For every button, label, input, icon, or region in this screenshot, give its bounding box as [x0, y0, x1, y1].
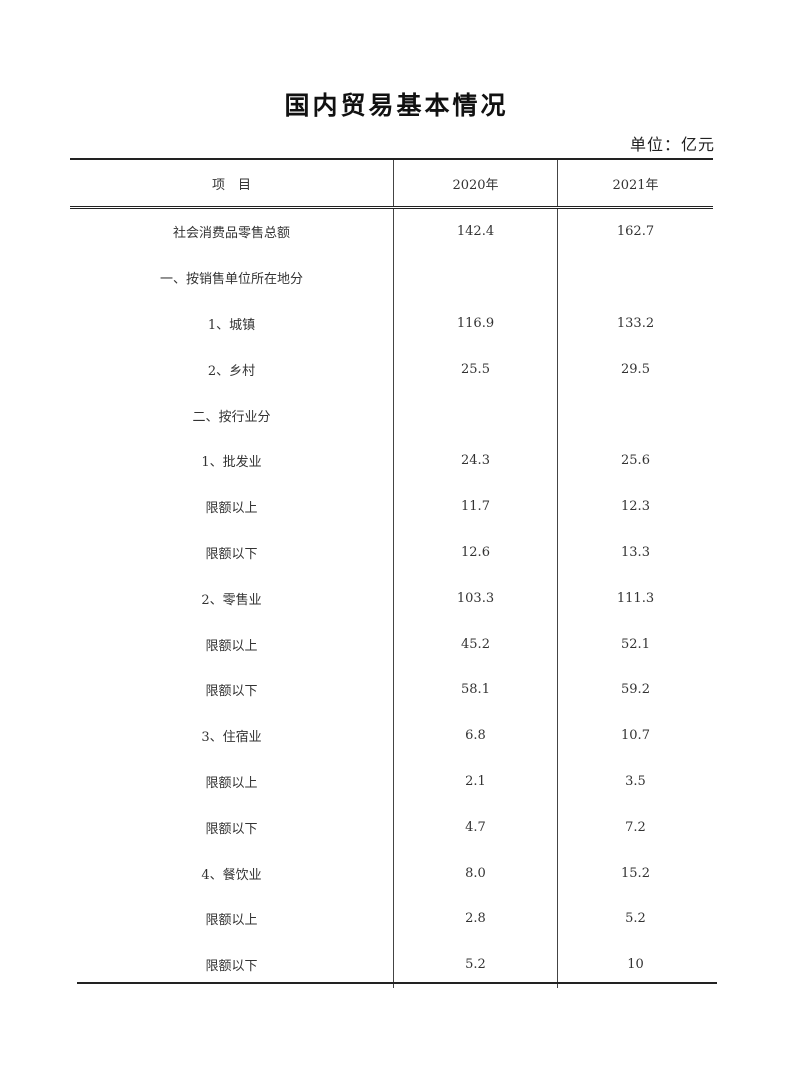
cell-value-2021: 10 — [557, 941, 713, 988]
table-row: 1、城镇 116.9 133.2 — [70, 300, 713, 347]
unit-label: 单位：亿元 — [629, 135, 715, 154]
trade-table: 项 目 2020年 2021年 社会消费品零售总额 142.4 162.7 一、按销售… — [70, 158, 713, 988]
cell-item: 2、乡村 — [207, 363, 256, 379]
cell-item: 限额以上 — [205, 638, 258, 654]
cell-value-2020: 12.6 — [393, 529, 558, 576]
table-row: 4、餐饮业 8.0 15.2 — [70, 850, 713, 896]
cell-value-2020: 116.9 — [393, 300, 558, 347]
cell-item: 4、餐饮业 — [201, 867, 262, 883]
cell-value-2021: 7.2 — [557, 804, 713, 851]
cell-value-2021: 25.6 — [557, 437, 713, 484]
header-2021: 2021年 — [557, 158, 713, 209]
table-row: 限额以下 5.2 10 — [70, 941, 713, 988]
cell-item: 限额以下 — [205, 959, 258, 975]
cell-value-2021: 15.2 — [557, 850, 713, 896]
cell-value-2020: 45.2 — [393, 621, 558, 667]
cell-value-2020: 24.3 — [393, 437, 558, 484]
table-row: 限额以上 2.8 5.2 — [70, 895, 713, 942]
cell-item: 社会消费品零售总额 — [172, 226, 290, 242]
cell-value-2020: 58.1 — [393, 666, 558, 713]
table-row: 3、住宿业 6.8 10.7 — [70, 712, 713, 759]
table-row: 社会消费品零售总额 142.4 162.7 — [70, 207, 713, 255]
cell-value-2021: 162.7 — [557, 207, 713, 255]
table-row: 限额以下 58.1 59.2 — [70, 666, 713, 713]
cell-value-2021: 5.2 — [557, 895, 713, 942]
cell-value-2020 — [393, 392, 558, 438]
table-row: 限额以上 2.1 3.5 — [70, 758, 713, 805]
cell-item: 限额以下 — [205, 684, 258, 700]
bottom-rule — [77, 982, 717, 984]
cell-value-2020: 103.3 — [393, 575, 558, 622]
cell-value-2021: 59.2 — [557, 666, 713, 713]
header-2020: 2020年 — [393, 158, 558, 209]
header-item: 项 目 — [70, 158, 394, 209]
cell-item: 二、按行业分 — [192, 409, 271, 425]
table-row: 二、按行业分 — [70, 392, 713, 438]
table-row: 限额以下 4.7 7.2 — [70, 804, 713, 851]
cell-value-2020: 2.8 — [393, 895, 558, 942]
cell-value-2021: 111.3 — [557, 575, 713, 622]
cell-value-2020: 142.4 — [393, 207, 558, 255]
page-title: 国内贸易基本情况 — [284, 91, 509, 120]
cell-item: 3、住宿业 — [201, 730, 262, 746]
table-row: 限额以下 12.6 13.3 — [70, 529, 713, 576]
cell-value-2020: 8.0 — [393, 850, 558, 896]
cell-value-2020: 5.2 — [393, 941, 558, 988]
table-row: 一、按销售单位所在地分 — [70, 254, 713, 301]
cell-value-2020: 4.7 — [393, 804, 558, 851]
cell-item: 2、零售业 — [201, 592, 262, 608]
cell-item: 限额以下 — [205, 546, 258, 562]
cell-value-2021: 133.2 — [557, 300, 713, 347]
cell-value-2021: 3.5 — [557, 758, 713, 805]
table-row: 限额以上 45.2 52.1 — [70, 621, 713, 667]
cell-value-2021: 52.1 — [557, 621, 713, 667]
cell-value-2021: 29.5 — [557, 346, 713, 393]
cell-item: 1、批发业 — [201, 455, 262, 471]
cell-value-2020: 25.5 — [393, 346, 558, 393]
cell-value-2021: 13.3 — [557, 529, 713, 576]
table-row: 1、批发业 24.3 25.6 — [70, 437, 713, 484]
cell-item: 1、城镇 — [207, 317, 256, 333]
cell-item: 一、按销售单位所在地分 — [159, 272, 303, 288]
cell-value-2020 — [393, 254, 558, 301]
cell-item: 限额以上 — [205, 775, 258, 791]
cell-value-2020: 11.7 — [393, 483, 558, 530]
table-row: 2、乡村 25.5 29.5 — [70, 346, 713, 393]
cell-item: 限额以下 — [205, 821, 258, 837]
cell-value-2020: 2.1 — [393, 758, 558, 805]
cell-item: 限额以上 — [205, 501, 258, 517]
table-row: 限额以上 11.7 12.3 — [70, 483, 713, 530]
cell-value-2021 — [557, 392, 713, 438]
cell-value-2021: 12.3 — [557, 483, 713, 530]
cell-value-2020: 6.8 — [393, 712, 558, 759]
cell-item: 限额以上 — [205, 913, 258, 929]
cell-value-2021 — [557, 254, 713, 301]
table-row: 2、零售业 103.3 111.3 — [70, 575, 713, 622]
cell-value-2021: 10.7 — [557, 712, 713, 759]
header-row: 项 目 2020年 2021年 — [70, 158, 713, 209]
